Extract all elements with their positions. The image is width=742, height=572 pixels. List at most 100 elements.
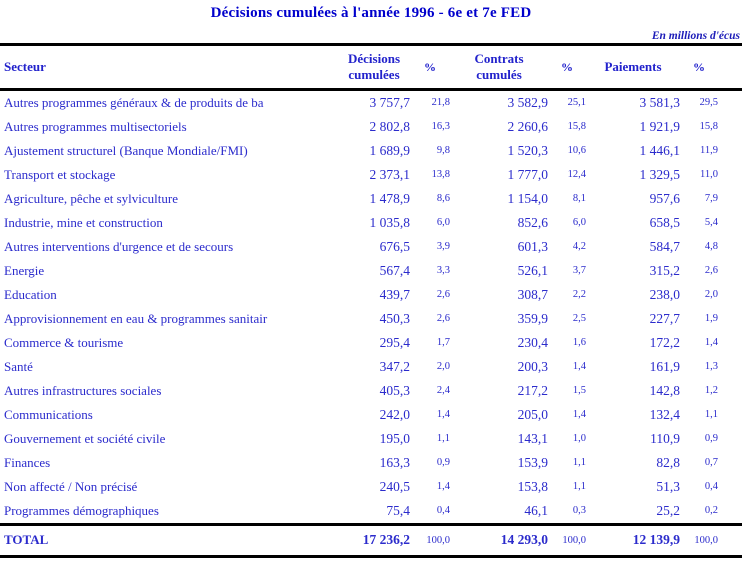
cell-decisions-pct: 16,3 bbox=[431, 121, 450, 132]
cell-secteur: Commerce & tourisme bbox=[4, 334, 124, 350]
cell-paiements-pct: 1,3 bbox=[704, 361, 718, 372]
header-paiements-pct: % bbox=[693, 59, 705, 74]
cell-decisions: 3 757,7 bbox=[369, 94, 411, 110]
cell-decisions: 405,3 bbox=[379, 382, 410, 398]
cell-decisions: 195,0 bbox=[379, 430, 410, 446]
cell-secteur: Education bbox=[4, 286, 57, 302]
cell-secteur: Non affecté / Non précisé bbox=[4, 478, 138, 494]
cell-decisions: 676,5 bbox=[379, 238, 410, 254]
cell-contrats: 359,9 bbox=[517, 310, 548, 326]
total-label: TOTAL bbox=[4, 532, 49, 547]
cell-contrats: 3 582,9 bbox=[507, 94, 549, 110]
cell-decisions-pct: 2,6 bbox=[436, 313, 450, 324]
table-row: Autres infrastructures sociales 405,3 2,4 2… bbox=[0, 379, 742, 403]
cell-secteur: Agriculture, pêche et sylviculture bbox=[4, 190, 178, 206]
cell-paiements: 1 446,1 bbox=[639, 142, 681, 158]
cell-paiements-pct: 4,8 bbox=[704, 241, 718, 252]
cell-paiements-pct: 1,2 bbox=[704, 385, 718, 396]
header-decisions-cumulees: Décisions cumulées bbox=[338, 45, 410, 90]
table-row: Education 439,7 2,6 308,7 2,2 238,0 2,0 bbox=[0, 283, 742, 307]
cell-contrats: 46,1 bbox=[524, 502, 548, 518]
total-decisions-pct: 100,0 bbox=[426, 534, 450, 546]
cell-paiements: 142,8 bbox=[649, 382, 680, 398]
cell-contrats: 852,6 bbox=[517, 214, 548, 230]
cell-paiements-pct: 0,4 bbox=[704, 481, 718, 492]
cell-paiements-pct: 1,1 bbox=[704, 409, 718, 420]
table-row: Energie 567,4 3,3 526,1 3,7 315,2 2,6 bbox=[0, 259, 742, 283]
table-row: Communications 242,0 1,4 205,0 1,4 132,4 1,1 bbox=[0, 403, 742, 427]
cell-secteur: Autres programmes généraux & de produits… bbox=[4, 94, 264, 110]
cell-decisions: 2 802,8 bbox=[369, 118, 411, 134]
cell-contrats-pct: 3,7 bbox=[572, 265, 586, 276]
header-paiements: Paiements bbox=[604, 59, 662, 75]
cell-paiements: 132,4 bbox=[649, 406, 680, 422]
cell-decisions: 1 689,9 bbox=[369, 142, 411, 158]
cell-secteur: Autres infrastructures sociales bbox=[4, 382, 162, 398]
total-paiements-pct: 100,0 bbox=[694, 534, 718, 546]
cell-paiements: 110,9 bbox=[650, 430, 680, 446]
cell-decisions: 240,5 bbox=[379, 478, 410, 494]
cell-decisions-pct: 0,9 bbox=[436, 457, 450, 468]
cell-contrats: 143,1 bbox=[517, 430, 548, 446]
cell-decisions-pct: 0,4 bbox=[436, 505, 450, 516]
total-decisions: 17 236,2 bbox=[362, 532, 410, 547]
table-body: Autres programmes généraux & de produits… bbox=[0, 89, 742, 524]
cell-paiements-pct: 11,9 bbox=[700, 145, 718, 156]
unit-note: En millions d'écus bbox=[651, 30, 740, 42]
cell-contrats-pct: 6,0 bbox=[572, 217, 586, 228]
cell-paiements-pct: 2,6 bbox=[704, 265, 718, 276]
cell-decisions: 2 373,1 bbox=[369, 166, 411, 182]
table-row: Autres interventions d'urgence et de sec… bbox=[0, 235, 742, 259]
table-row: Transport et stockage 2 373,1 13,8 1 777,0 1… bbox=[0, 163, 742, 187]
cell-decisions-pct: 2,4 bbox=[436, 385, 450, 396]
cell-decisions-pct: 1,4 bbox=[436, 481, 450, 492]
cell-contrats: 153,9 bbox=[517, 454, 548, 470]
cell-contrats: 601,3 bbox=[517, 238, 548, 254]
table-row: Non affecté / Non précisé 240,5 1,4 153,8 1,… bbox=[0, 475, 742, 499]
cell-contrats-pct: 8,1 bbox=[572, 193, 586, 204]
header-decisions-pct: % bbox=[424, 59, 436, 74]
table-row: Finances 163,3 0,9 153,9 1,1 82,8 0,7 bbox=[0, 451, 742, 475]
table-row: Ajustement structurel (Banque Mondiale/F… bbox=[0, 139, 742, 163]
cell-paiements: 51,3 bbox=[656, 478, 680, 494]
cell-paiements-pct: 2,0 bbox=[704, 289, 718, 300]
table-row: Industrie, mine et construction 1 035,8 6,… bbox=[0, 211, 742, 235]
cell-paiements: 3 581,3 bbox=[639, 94, 681, 110]
cell-paiements: 315,2 bbox=[649, 262, 680, 278]
cell-decisions: 1 035,8 bbox=[369, 214, 411, 230]
cell-decisions: 1 478,9 bbox=[369, 190, 411, 206]
cell-paiements: 172,2 bbox=[649, 334, 680, 350]
cell-contrats-pct: 25,1 bbox=[567, 97, 586, 108]
cell-decisions: 347,2 bbox=[379, 358, 410, 374]
table-row: Gouvernement et société civile 195,0 1,1 14… bbox=[0, 427, 742, 451]
cell-paiements: 1 921,9 bbox=[639, 118, 681, 134]
cell-secteur: Approvisionnement en eau & programmes sa… bbox=[4, 310, 268, 326]
cell-decisions-pct: 2,6 bbox=[436, 289, 450, 300]
cell-paiements: 238,0 bbox=[649, 286, 680, 302]
cell-paiements-pct: 0,2 bbox=[704, 505, 718, 516]
cell-contrats-pct: 1,5 bbox=[572, 385, 586, 396]
cell-secteur: Industrie, mine et construction bbox=[4, 214, 163, 230]
cell-paiements-pct: 1,9 bbox=[704, 313, 718, 324]
cell-paiements: 82,8 bbox=[656, 454, 680, 470]
cell-decisions-pct: 9,8 bbox=[436, 145, 450, 156]
cell-contrats-pct: 10,6 bbox=[567, 145, 586, 156]
total-row: TOTAL 17 236,2 100,0 14 293,0 100,0 12 1… bbox=[0, 524, 742, 556]
cell-decisions-pct: 6,0 bbox=[436, 217, 450, 228]
cell-decisions-pct: 2,0 bbox=[436, 361, 450, 372]
header-contrats-line1: Contrats bbox=[474, 51, 524, 66]
cell-contrats: 217,2 bbox=[517, 382, 548, 398]
table-row: Approvisionnement en eau & programmes sa… bbox=[0, 307, 742, 331]
cell-contrats-pct: 2,5 bbox=[572, 313, 586, 324]
cell-paiements-pct: 29,5 bbox=[699, 97, 718, 108]
cell-contrats-pct: 12,4 bbox=[567, 169, 586, 180]
total-contrats: 14 293,0 bbox=[500, 532, 548, 547]
cell-secteur: Santé bbox=[4, 358, 33, 374]
cell-decisions-pct: 13,8 bbox=[431, 169, 450, 180]
cell-paiements: 227,7 bbox=[649, 310, 680, 326]
cell-contrats: 1 777,0 bbox=[507, 166, 549, 182]
cell-decisions: 163,3 bbox=[379, 454, 410, 470]
table-header: Secteur Décisions cumulées % Contrats cumu… bbox=[0, 44, 742, 90]
cell-paiements: 957,6 bbox=[649, 190, 680, 206]
cell-decisions-pct: 3,9 bbox=[436, 241, 450, 252]
